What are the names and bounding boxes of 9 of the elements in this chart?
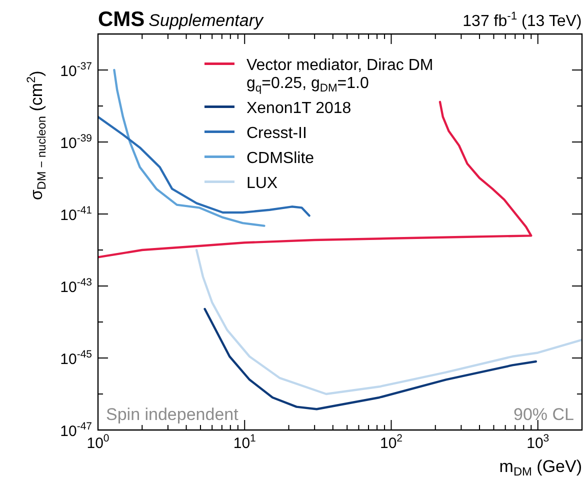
annotation: Spin independent (106, 405, 239, 424)
chart-title: CMS (98, 8, 145, 31)
chart-subtitle: Supplementary (148, 11, 265, 30)
legend-label: Cresst-II (246, 124, 307, 142)
legend-label: LUX (246, 174, 278, 192)
legend-label: CDMSlite (246, 150, 314, 167)
legend-label: Xenon1T 2018 (246, 100, 352, 117)
annotation: 90% CL (514, 405, 574, 424)
y-axis-title: σDM − nucleon (cm2) (24, 70, 49, 200)
